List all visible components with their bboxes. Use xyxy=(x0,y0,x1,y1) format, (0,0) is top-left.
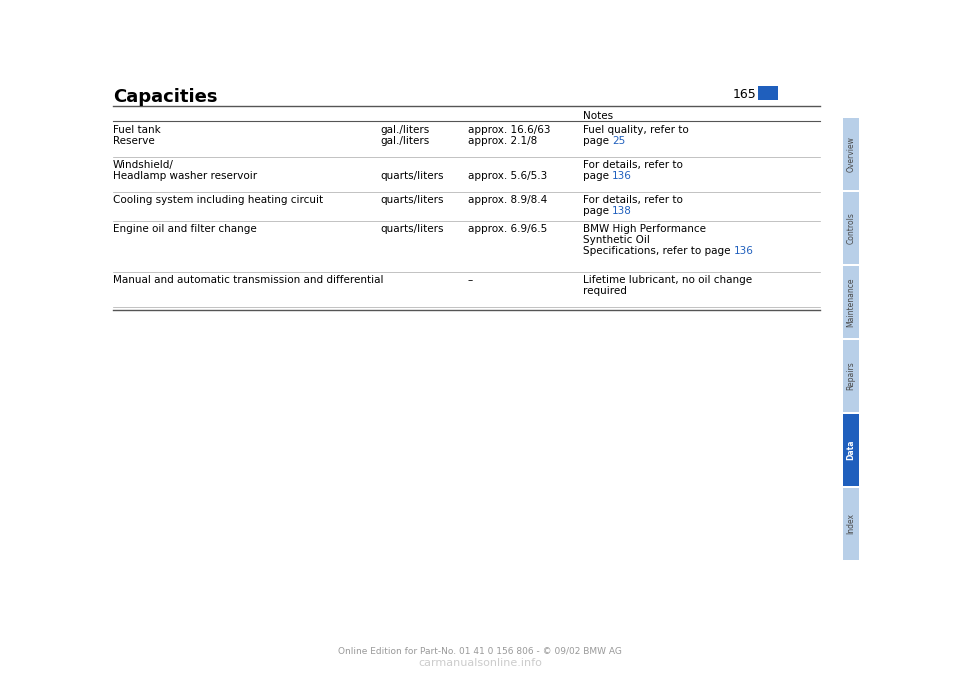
Text: Manual and automatic transmission and differential: Manual and automatic transmission and di… xyxy=(113,275,383,285)
Text: page: page xyxy=(583,206,612,216)
Text: Data: Data xyxy=(847,440,855,460)
Text: Capacities: Capacities xyxy=(113,88,218,106)
Text: 136: 136 xyxy=(612,171,632,181)
Text: required: required xyxy=(583,286,627,296)
Text: page: page xyxy=(583,171,612,181)
Bar xyxy=(843,118,859,190)
Text: Notes: Notes xyxy=(583,111,613,121)
Text: page: page xyxy=(583,136,612,146)
Text: –: – xyxy=(468,275,473,285)
Text: 136: 136 xyxy=(733,246,754,256)
Text: Repairs: Repairs xyxy=(847,361,855,391)
Text: quarts/liters: quarts/liters xyxy=(380,195,444,205)
Text: 25: 25 xyxy=(612,136,626,146)
Text: Windshield/: Windshield/ xyxy=(113,160,174,170)
Text: Maintenance: Maintenance xyxy=(847,277,855,327)
Text: Online Edition for Part-No. 01 41 0 156 806 - © 09/02 BMW AG: Online Edition for Part-No. 01 41 0 156 … xyxy=(338,647,622,656)
Text: BMW High Performance: BMW High Performance xyxy=(583,224,706,234)
Text: approx. 5.6/5.3: approx. 5.6/5.3 xyxy=(468,171,547,181)
Text: Specifications, refer to page: Specifications, refer to page xyxy=(583,246,733,256)
Text: gal./liters: gal./liters xyxy=(380,136,429,146)
Text: Overview: Overview xyxy=(847,136,855,172)
Text: Headlamp washer reservoir: Headlamp washer reservoir xyxy=(113,171,257,181)
Text: Index: Index xyxy=(847,513,855,534)
Bar xyxy=(843,192,859,264)
Text: Lifetime lubricant, no oil change: Lifetime lubricant, no oil change xyxy=(583,275,752,285)
Text: approx. 16.6/63: approx. 16.6/63 xyxy=(468,125,550,135)
Text: gal./liters: gal./liters xyxy=(380,125,429,135)
Text: Controls: Controls xyxy=(847,212,855,244)
Text: approx. 6.9/6.5: approx. 6.9/6.5 xyxy=(468,224,547,234)
Text: 138: 138 xyxy=(612,206,632,216)
Text: approx. 8.9/8.4: approx. 8.9/8.4 xyxy=(468,195,547,205)
Text: Engine oil and filter change: Engine oil and filter change xyxy=(113,224,256,234)
Bar xyxy=(843,266,859,338)
Text: Fuel quality, refer to: Fuel quality, refer to xyxy=(583,125,688,135)
Text: quarts/liters: quarts/liters xyxy=(380,224,444,234)
Text: Synthetic Oil: Synthetic Oil xyxy=(583,235,650,245)
Text: For details, refer to: For details, refer to xyxy=(583,160,683,170)
Bar xyxy=(843,340,859,412)
Text: carmanualsonline.info: carmanualsonline.info xyxy=(418,658,542,668)
Text: quarts/liters: quarts/liters xyxy=(380,171,444,181)
Bar xyxy=(758,86,778,100)
Text: Reserve: Reserve xyxy=(113,136,155,146)
Text: approx. 2.1/8: approx. 2.1/8 xyxy=(468,136,538,146)
Text: 165: 165 xyxy=(733,88,756,101)
Bar xyxy=(843,488,859,560)
Bar xyxy=(843,414,859,486)
Text: For details, refer to: For details, refer to xyxy=(583,195,683,205)
Text: Fuel tank: Fuel tank xyxy=(113,125,160,135)
Text: Cooling system including heating circuit: Cooling system including heating circuit xyxy=(113,195,324,205)
